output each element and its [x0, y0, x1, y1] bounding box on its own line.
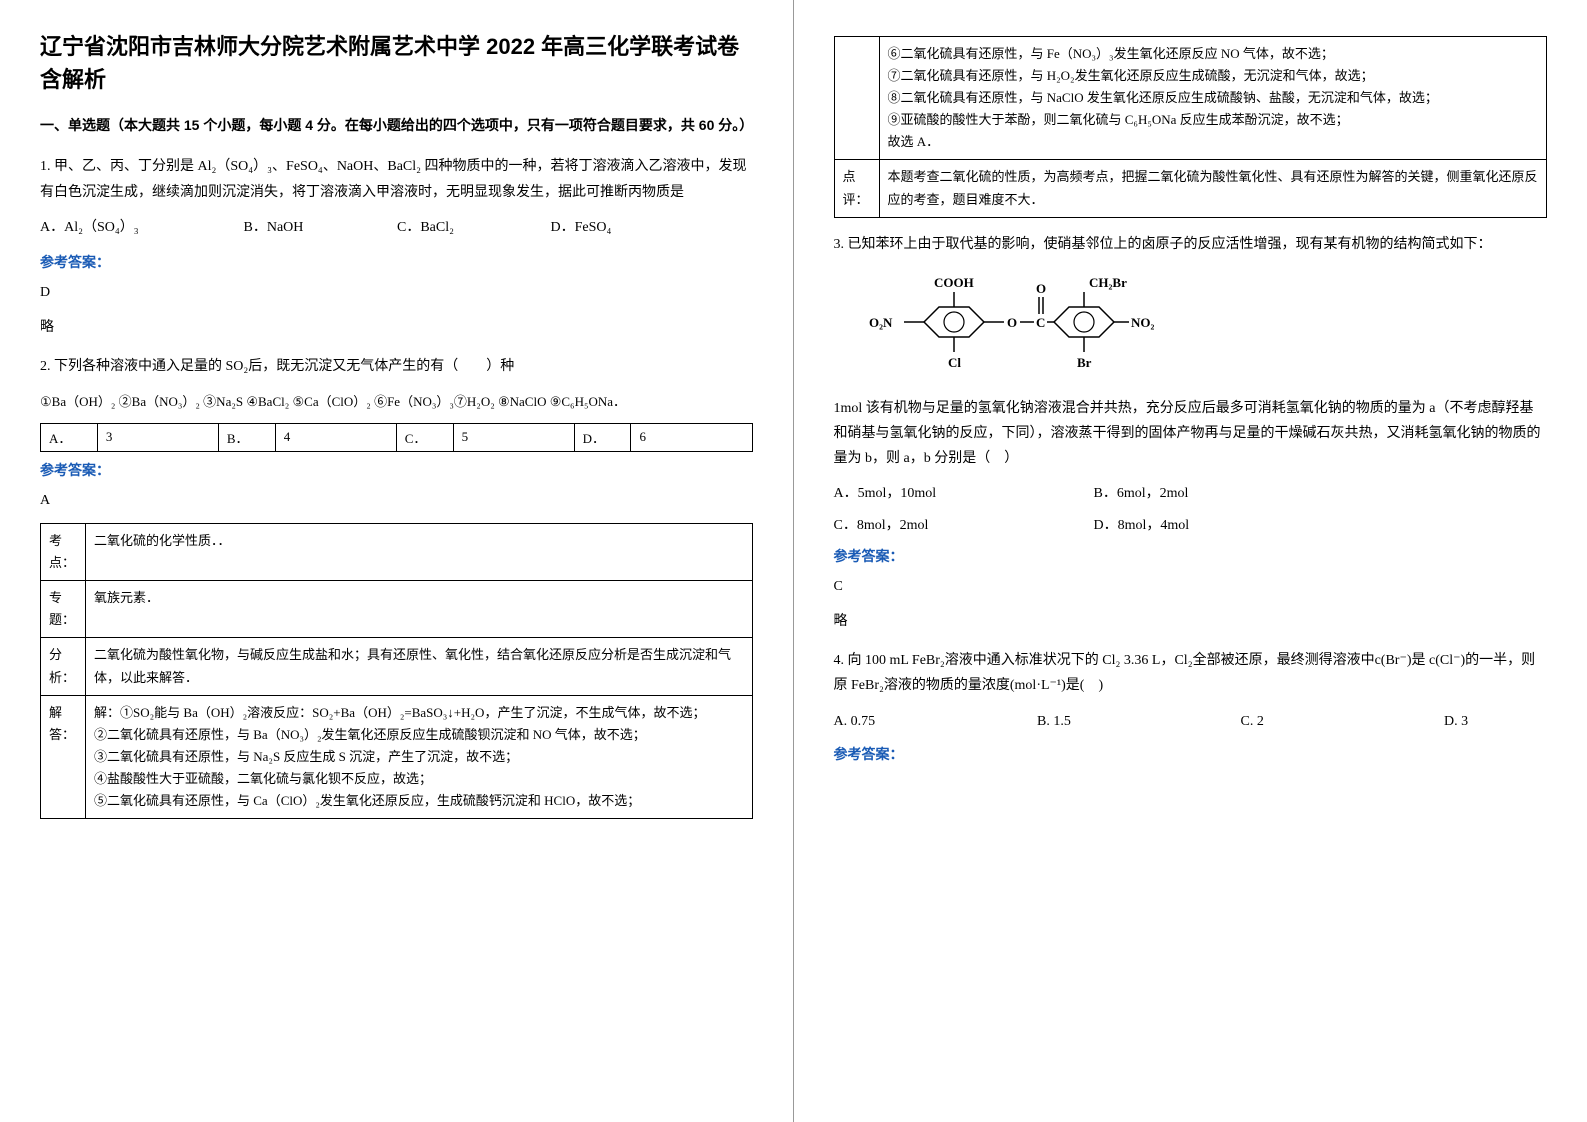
q2-text1: 2. 下列各种溶液中通入足量的 SO₂后，既无沉淀又无气体产生的有（ ）种 — [40, 354, 753, 379]
q2-text2: ①Ba（OH）₂ ②Ba（NO₃）₂ ③Na₂S ④BaCl₂ ⑤Ca（ClO）… — [40, 390, 753, 413]
exam-title: 辽宁省沈阳市吉林师大分院艺术附属艺术中学 2022 年高三化学联考试卷含解析 — [40, 30, 753, 96]
table-row: 点评： 本题考查二氧化硫的性质，为高频考点，把握二氧化硫为酸性氧化性、具有还原性… — [834, 160, 1547, 217]
jd-label: 解答： — [41, 695, 86, 818]
o-label: O — [1007, 315, 1017, 330]
q3-opt-b: B．6mol，2mol — [1094, 481, 1354, 506]
dp-label: 点评： — [834, 160, 879, 217]
q4-options: A. 0.75 B. 1.5 C. 2 D. 3 — [834, 709, 1548, 734]
answer-label: 参考答案： — [40, 252, 753, 272]
fx-label: 分析： — [41, 638, 86, 695]
q4-opt-b: B. 1.5 — [1037, 709, 1237, 734]
zt-label: 专题： — [41, 581, 86, 638]
q3-answer: C — [834, 574, 1548, 599]
table-row: A． 3 B． 4 C． 5 D． 6 — [41, 423, 753, 451]
q1-opt-b: B．NaOH — [244, 215, 394, 240]
q2-opt-d-val: 6 — [631, 423, 752, 451]
q1-answer: D — [40, 280, 753, 305]
q3-options-row2: C．8mol，2mol D．8mol，4mol — [834, 513, 1548, 538]
table-row: 专题： 氧族元素． — [41, 581, 753, 638]
q2-opt-c-val: 5 — [453, 423, 574, 451]
q2-opt-a-label: A． — [41, 423, 98, 451]
q1-brief: 略 — [40, 315, 753, 340]
question-3: 3. 已知苯环上由于取代基的影响，使硝基邻位上的卤原子的反应活性增强，现有某有机… — [834, 232, 1548, 635]
q3-opt-c: C．8mol，2mol — [834, 513, 1094, 538]
kd-label: 考点： — [41, 524, 86, 581]
kd-text: 二氧化硫的化学性质．． — [86, 524, 753, 581]
cl-label: Cl — [948, 355, 961, 370]
q2-opt-d-label: D． — [574, 423, 631, 451]
q1-options: A．Al₂（SO₄）₃ B．NaOH C．BaCl₂ D．FeSO₄ — [40, 215, 753, 240]
answer-label: 参考答案： — [834, 546, 1548, 566]
ch2br-label: CH₂Br — [1089, 275, 1127, 290]
q3-text2: 1mol 该有机物与足量的氢氧化钠溶液混合并共热，充分反应后最多可消耗氢氧化钠的… — [834, 396, 1548, 472]
table-row: 解答： 解：①SO₂能与 Ba（OH）₂溶液反应：SO₂+Ba（OH）₂=BaS… — [41, 695, 753, 818]
q2-opt-b-label: B． — [218, 423, 275, 451]
jd-label-cont — [834, 37, 879, 160]
question-1: 1. 甲、乙、丙、丁分别是 Al₂（SO₄）₃、FeSO₄、NaOH、BaCl₂… — [40, 154, 753, 340]
answer-label: 参考答案： — [40, 460, 753, 480]
q2-analysis-table-cont: ⑥二氧化硫具有还原性，与 Fe（NO₃）₃发生氧化还原反应 NO 气体，故不选；… — [834, 36, 1548, 218]
o-double-label: O — [1036, 281, 1046, 296]
q1-opt-a: A．Al₂（SO₄）₃ — [40, 215, 240, 240]
q3-structure-diagram: O C O COOH O₂N Cl C — [864, 267, 1548, 382]
q1-opt-c: C．BaCl₂ — [397, 215, 547, 240]
dp-text: 本题考查二氧化硫的性质，为高频考点，把握二氧化硫为酸性氧化性、具有还原性为解答的… — [879, 160, 1547, 217]
q2-opt-c-label: C． — [396, 423, 453, 451]
question-4: 4. 向 100 mL FeBr₂溶液中通入标准状况下的 Cl₂ 3.36 L，… — [834, 648, 1548, 764]
question-2: 2. 下列各种溶液中通入足量的 SO₂后，既无沉淀又无气体产生的有（ ）种 ①B… — [40, 354, 753, 819]
br-label: Br — [1077, 355, 1092, 370]
section-intro: 一、单选题（本大题共 15 个小题，每小题 4 分。在每小题给出的四个选项中，只… — [40, 114, 753, 136]
jd-text: 解：①SO₂能与 Ba（OH）₂溶液反应：SO₂+Ba（OH）₂=BaSO₃↓+… — [86, 695, 753, 818]
q4-opt-c: C. 2 — [1241, 709, 1441, 734]
c-label: C — [1036, 315, 1045, 330]
q2-options-table: A． 3 B． 4 C． 5 D． 6 — [40, 423, 753, 452]
q1-text: 1. 甲、乙、丙、丁分别是 Al₂（SO₄）₃、FeSO₄、NaOH、BaCl₂… — [40, 154, 753, 204]
table-row: ⑥二氧化硫具有还原性，与 Fe（NO₃）₃发生氧化还原反应 NO 气体，故不选；… — [834, 37, 1547, 160]
q3-opt-d: D．8mol，4mol — [1094, 513, 1354, 538]
q1-opt-d: D．FeSO₄ — [551, 215, 671, 240]
answer-label: 参考答案： — [834, 744, 1548, 764]
q2-analysis-table: 考点： 二氧化硫的化学性质．． 专题： 氧族元素． 分析： 二氧化硫为酸性氧化物… — [40, 523, 753, 819]
o2n-label: O₂N — [869, 315, 893, 330]
table-row: 考点： 二氧化硫的化学性质．． — [41, 524, 753, 581]
molecule-icon: O C O COOH O₂N Cl C — [864, 267, 1154, 377]
q4-text: 4. 向 100 mL FeBr₂溶液中通入标准状况下的 Cl₂ 3.36 L，… — [834, 648, 1548, 698]
q2-answer: A — [40, 488, 753, 513]
table-row: 分析： 二氧化硫为酸性氧化物，与碱反应生成盐和水；具有还原性、氧化性，结合氧化还… — [41, 638, 753, 695]
cooh-label: COOH — [934, 275, 974, 290]
q3-text1: 3. 已知苯环上由于取代基的影响，使硝基邻位上的卤原子的反应活性增强，现有某有机… — [834, 232, 1548, 257]
q3-options-row1: A．5mol，10mol B．6mol，2mol — [834, 481, 1548, 506]
jd2-text: ⑥二氧化硫具有还原性，与 Fe（NO₃）₃发生氧化还原反应 NO 气体，故不选；… — [879, 37, 1547, 160]
q2-opt-a-val: 3 — [97, 423, 218, 451]
no2-label: NO₂ — [1131, 315, 1154, 330]
zt-text: 氧族元素． — [86, 581, 753, 638]
q3-opt-a: A．5mol，10mol — [834, 481, 1094, 506]
fx-text: 二氧化硫为酸性氧化物，与碱反应生成盐和水；具有还原性、氧化性，结合氧化还原反应分… — [86, 638, 753, 695]
q3-brief: 略 — [834, 609, 1548, 634]
q4-opt-d: D. 3 — [1444, 709, 1504, 734]
q4-opt-a: A. 0.75 — [834, 709, 1034, 734]
q2-opt-b-val: 4 — [275, 423, 396, 451]
